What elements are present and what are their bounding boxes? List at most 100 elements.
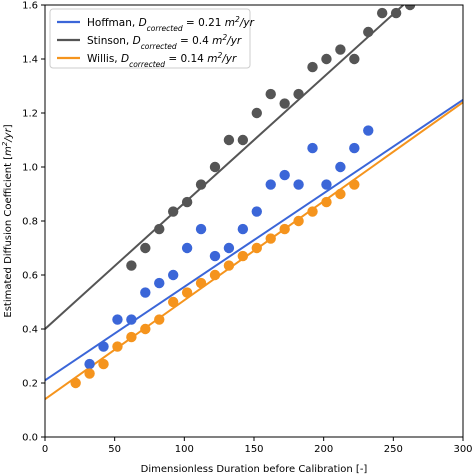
data-point-stinson — [223, 134, 235, 146]
legend-series-name: Hoffman — [87, 17, 132, 29]
x-tick-label: 300 — [453, 444, 472, 455]
data-point-hoffman — [181, 242, 193, 254]
x-tick-label: 100 — [175, 444, 194, 455]
data-point-stinson — [349, 53, 360, 65]
x-tick-label: 50 — [108, 444, 121, 455]
data-point-stinson — [167, 206, 179, 217]
data-point-willis — [70, 377, 81, 389]
data-point-stinson — [335, 44, 346, 55]
y-tick-label: 0.8 — [22, 217, 38, 228]
data-point-willis — [321, 196, 332, 208]
data-point-hoffman — [195, 223, 207, 235]
legend-box — [49, 8, 251, 69]
y-tick-label: 1.4 — [22, 55, 38, 66]
data-point-willis — [251, 242, 262, 254]
y-tick-label: 0.6 — [22, 271, 38, 282]
y-tick-label: 1.0 — [22, 163, 38, 174]
data-point-hoffman — [293, 179, 304, 190]
data-point-stinson — [209, 161, 221, 173]
y-axis-label: Estimated Diffusion Coefficient [m2/yr] — [1, 124, 14, 317]
legend-label-hoffman: Hoffman, Dcorrected = 0.21 m2/yr — [87, 15, 255, 33]
data-point-willis — [335, 188, 346, 200]
x-tick-label: 200 — [314, 444, 333, 455]
data-point-hoffman — [209, 250, 221, 262]
data-point-stinson — [363, 26, 374, 38]
y-axis-label-unit-exp: 2 — [1, 141, 9, 146]
data-point-hoffman — [112, 314, 123, 325]
legend-series-name: Stinson — [87, 35, 126, 47]
y-axis-label-close: ] — [3, 124, 14, 128]
data-point-hoffman — [279, 169, 290, 181]
data-point-stinson — [265, 88, 276, 100]
y-tick-label: 0.4 — [22, 325, 38, 336]
y-axis-label-unit-rest: /yr — [3, 127, 14, 142]
data-point-stinson — [195, 179, 207, 190]
data-point-willis — [112, 341, 123, 352]
data-point-willis — [307, 206, 318, 217]
data-point-hoffman — [307, 142, 318, 154]
data-point-hoffman — [237, 223, 249, 235]
legend: Hoffman, Dcorrected = 0.21 m2/yr Stinson… — [49, 8, 255, 69]
data-point-stinson — [293, 88, 304, 100]
data-point-hoffman — [265, 179, 276, 190]
legend-label-stinson: Stinson, Dcorrected = 0.4 m2/yr — [87, 33, 242, 51]
y-axis-label-main: Estimated Diffusion Coefficient [ — [3, 156, 14, 318]
data-point-willis — [167, 296, 179, 308]
data-point-stinson — [279, 98, 290, 109]
data-point-willis — [279, 223, 290, 235]
data-point-willis — [265, 233, 276, 244]
data-point-willis — [237, 250, 249, 262]
data-point-hoffman — [321, 179, 332, 190]
data-point-willis — [126, 331, 137, 343]
y-tick-label: 0.2 — [22, 379, 38, 390]
data-point-hoffman — [251, 206, 262, 217]
x-axis-label: Dimensionless Duration before Calibratio… — [141, 464, 368, 475]
y-axis: 0.0 0.2 0.4 0.6 0.8 1.0 1.2 1.4 1.6 — [22, 1, 45, 444]
plot-marks — [45, 5, 463, 401]
legend-entry-stinson: Stinson, Dcorrected = 0.4 m2/yr — [57, 33, 242, 51]
plot-frame — [44, 4, 464, 438]
x-tick-label: 250 — [384, 444, 403, 455]
fit-line-hoffman — [45, 98, 463, 382]
data-point-willis — [293, 215, 304, 227]
data-point-stinson — [404, 5, 416, 11]
x-tick-label: 150 — [244, 444, 263, 455]
data-point-hoffman — [363, 125, 374, 136]
data-point-willis — [181, 287, 193, 298]
data-point-willis — [84, 368, 95, 379]
data-point-willis — [140, 323, 151, 335]
data-point-willis — [195, 277, 207, 289]
data-point-stinson — [126, 260, 137, 271]
data-point-stinson — [321, 53, 332, 65]
x-tick-label: 0 — [42, 444, 48, 455]
legend-label-willis: Willis, Dcorrected = 0.14 m2/yr — [87, 51, 237, 69]
data-point-hoffman — [98, 341, 109, 352]
x-axis: 0 50 100 150 200 250 300 — [42, 437, 473, 455]
data-point-stinson — [307, 61, 318, 73]
y-tick-label: 1.6 — [22, 1, 38, 12]
data-point-hoffman — [140, 287, 151, 298]
data-point-willis — [223, 260, 235, 271]
data-point-hoffman — [126, 314, 137, 325]
data-point-hoffman — [84, 358, 95, 370]
data-point-hoffman — [335, 161, 346, 173]
data-point-stinson — [237, 134, 249, 146]
y-tick-label: 1.2 — [22, 109, 38, 120]
y-axis-label-unit: m — [3, 146, 14, 156]
legend-entry-willis: Willis, Dcorrected = 0.14 m2/yr — [57, 51, 237, 69]
data-point-hoffman — [154, 277, 165, 289]
data-point-stinson — [376, 7, 388, 19]
data-point-stinson — [181, 196, 193, 208]
y-tick-label: 0.0 — [22, 433, 38, 444]
data-point-willis — [154, 314, 165, 325]
data-point-stinson — [390, 7, 402, 19]
data-point-stinson — [251, 107, 262, 119]
legend-entry-hoffman: Hoffman, Dcorrected = 0.21 m2/yr — [57, 15, 255, 33]
data-point-stinson — [154, 223, 165, 235]
data-point-willis — [349, 179, 360, 190]
data-point-willis — [209, 269, 221, 281]
data-point-stinson — [140, 242, 151, 254]
data-point-willis — [98, 358, 109, 370]
data-point-hoffman — [167, 269, 179, 281]
